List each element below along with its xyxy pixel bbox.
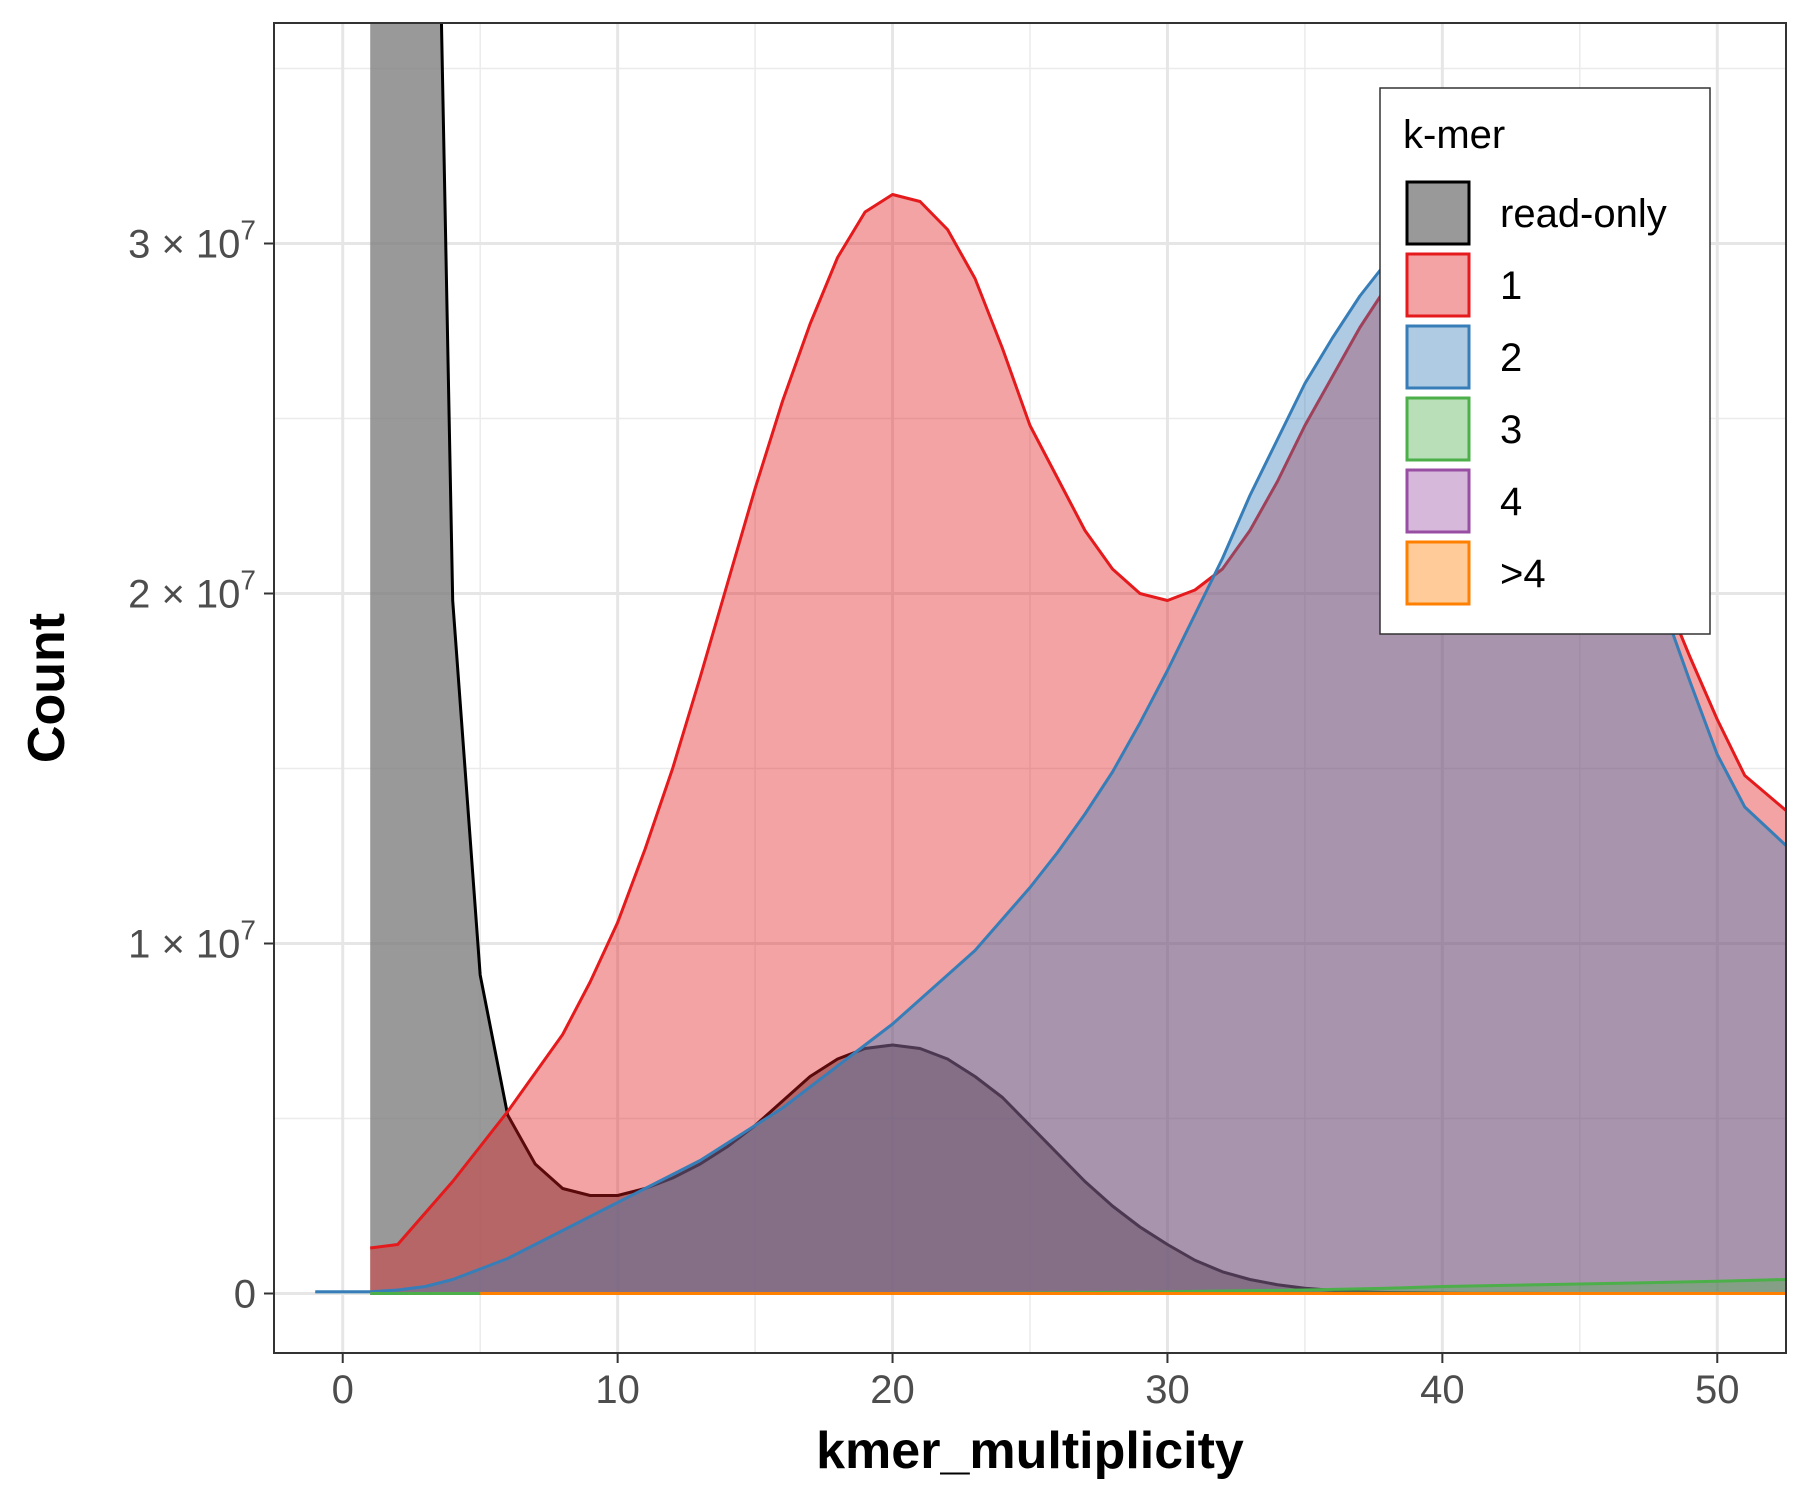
legend-item: >4: [1405, 540, 1546, 606]
y-axis-title: Count: [18, 613, 76, 763]
legend-label: read-only: [1500, 192, 1667, 236]
legend-swatch: [1405, 180, 1471, 246]
legend-label: 1: [1500, 264, 1522, 308]
legend-key-background: [1405, 468, 1471, 534]
x-tick-label: 10: [595, 1368, 640, 1412]
legend-label: >4: [1500, 552, 1546, 596]
legend-key-background: [1405, 540, 1471, 606]
legend-swatch: [1405, 468, 1471, 534]
plot-border: [273, 22, 1787, 1354]
legend-key-background: [1405, 252, 1471, 318]
legend-key-background: [1405, 324, 1471, 390]
legend-label: 3: [1500, 408, 1522, 452]
legend-swatch: [1405, 324, 1471, 390]
legend-item: 2: [1405, 324, 1522, 390]
legend-item: read-only: [1405, 180, 1667, 246]
legend-key-background: [1405, 396, 1471, 462]
y-tick-label: 3 × 107: [128, 215, 256, 267]
x-tick-label: 40: [1420, 1368, 1465, 1412]
x-tick-label: 20: [870, 1368, 915, 1412]
legend-swatch: [1405, 396, 1471, 462]
y-tick-label: 1 × 107: [128, 915, 256, 967]
legend-label: 4: [1500, 480, 1522, 524]
legend: k-mer read-only 1 2 3 4 >4: [1379, 87, 1711, 635]
legend-swatch: [1405, 252, 1471, 318]
series-3-area: [370, 1279, 1786, 1294]
legend-swatch: [1405, 540, 1471, 606]
x-axis-title: kmer_multiplicity: [816, 1422, 1244, 1480]
series-read-only-area: [370, 23, 1786, 1294]
axes: 0 10 20 30 40 50 0 1 × 107 2 × 107 3 × 107: [128, 215, 1739, 1413]
x-tick-label: 50: [1695, 1368, 1740, 1412]
y-tick-label: 0: [234, 1273, 256, 1317]
x-tick-label: 30: [1145, 1368, 1190, 1412]
legend-title: k-mer: [1403, 113, 1505, 157]
legend-item: 3: [1405, 396, 1522, 462]
legend-label: 2: [1500, 336, 1522, 380]
x-tick-label: 0: [332, 1368, 354, 1412]
legend-item: 1: [1405, 252, 1522, 318]
legend-item: 4: [1405, 468, 1522, 534]
y-tick-label: 2 × 107: [128, 565, 256, 617]
